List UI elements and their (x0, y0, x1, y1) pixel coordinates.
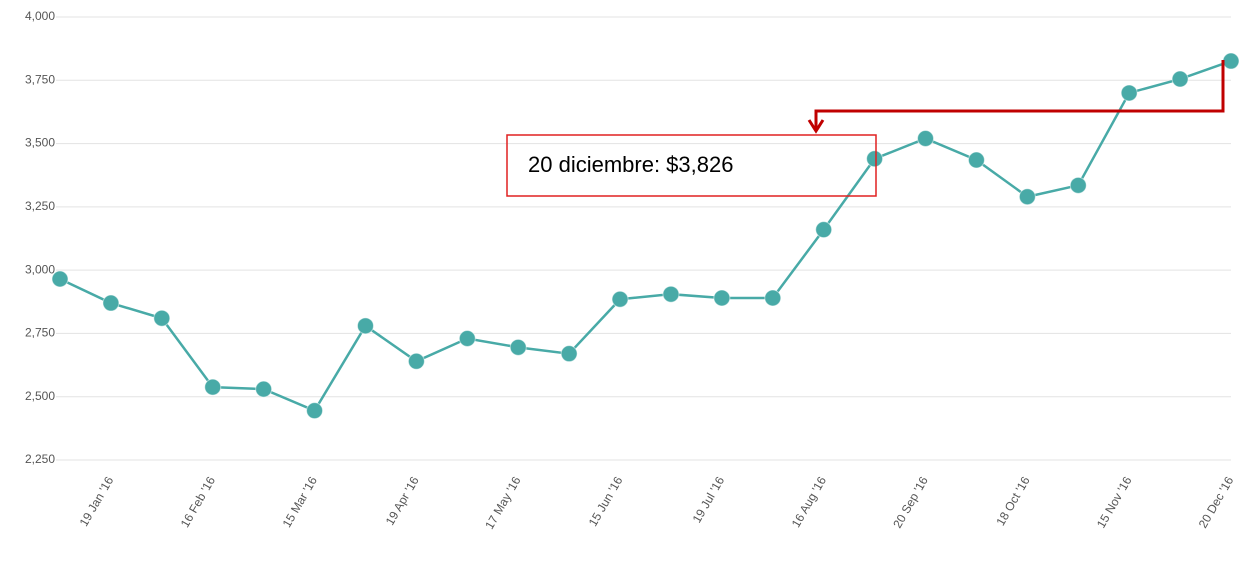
x-tick-label: 16 Feb '16 (178, 474, 218, 530)
x-tick-label: 19 Jan '16 (77, 474, 117, 529)
x-tick-label: 16 Aug '16 (789, 474, 829, 530)
y-tick-label: 2,750 (25, 326, 55, 340)
x-tick-label: 15 Jun '16 (586, 474, 626, 529)
y-tick-label: 3,250 (25, 199, 55, 213)
y-tick-label: 4,000 (25, 9, 55, 23)
point (204, 378, 222, 396)
y-tick-label: 3,000 (25, 262, 55, 276)
y-tick-label: 2,250 (25, 452, 55, 466)
point (662, 285, 680, 303)
point (815, 221, 833, 239)
x-tick-label: 15 Nov '16 (1094, 474, 1135, 531)
annotation-arrow (814, 60, 1225, 130)
y-tick-label: 3,750 (25, 72, 55, 86)
y-tick-label: 3,500 (25, 136, 55, 150)
point (306, 402, 324, 420)
point (764, 289, 782, 307)
x-tick-label: 17 May '16 (482, 474, 523, 532)
point (560, 345, 578, 363)
point (611, 290, 629, 308)
point (1171, 70, 1189, 88)
x-tick-label: 19 Jul '16 (690, 474, 728, 525)
x-tick-label: 18 Oct '16 (993, 474, 1032, 528)
point (866, 150, 884, 168)
x-tick-label: 15 Mar '16 (280, 474, 320, 530)
point (153, 309, 171, 327)
point (356, 317, 374, 335)
point (967, 151, 985, 169)
annotation-box (506, 134, 877, 197)
annotation: 20 diciembre: $3,826 (528, 152, 733, 177)
point (407, 352, 425, 370)
x-tick-label: 20 Sep '16 (890, 474, 931, 531)
point (458, 329, 476, 347)
point (1222, 52, 1240, 70)
point (509, 338, 527, 356)
point (1069, 176, 1087, 194)
x-tick-label: 19 Apr '16 (383, 474, 422, 528)
y-tick-label: 2,500 (25, 389, 55, 403)
point (102, 294, 120, 312)
point (917, 130, 935, 148)
x-tick-label: 20 Dec '16 (1196, 474, 1237, 531)
point (713, 289, 731, 307)
line (59, 59, 1232, 413)
point (255, 380, 273, 398)
plot: 2,250 2,500 2,750 3,000 3,250 3,500 3,750 4,000… (25, 9, 1240, 532)
annotation-arrowhead (807, 119, 825, 134)
point (1120, 84, 1138, 102)
point (1018, 188, 1036, 206)
point (51, 270, 69, 288)
